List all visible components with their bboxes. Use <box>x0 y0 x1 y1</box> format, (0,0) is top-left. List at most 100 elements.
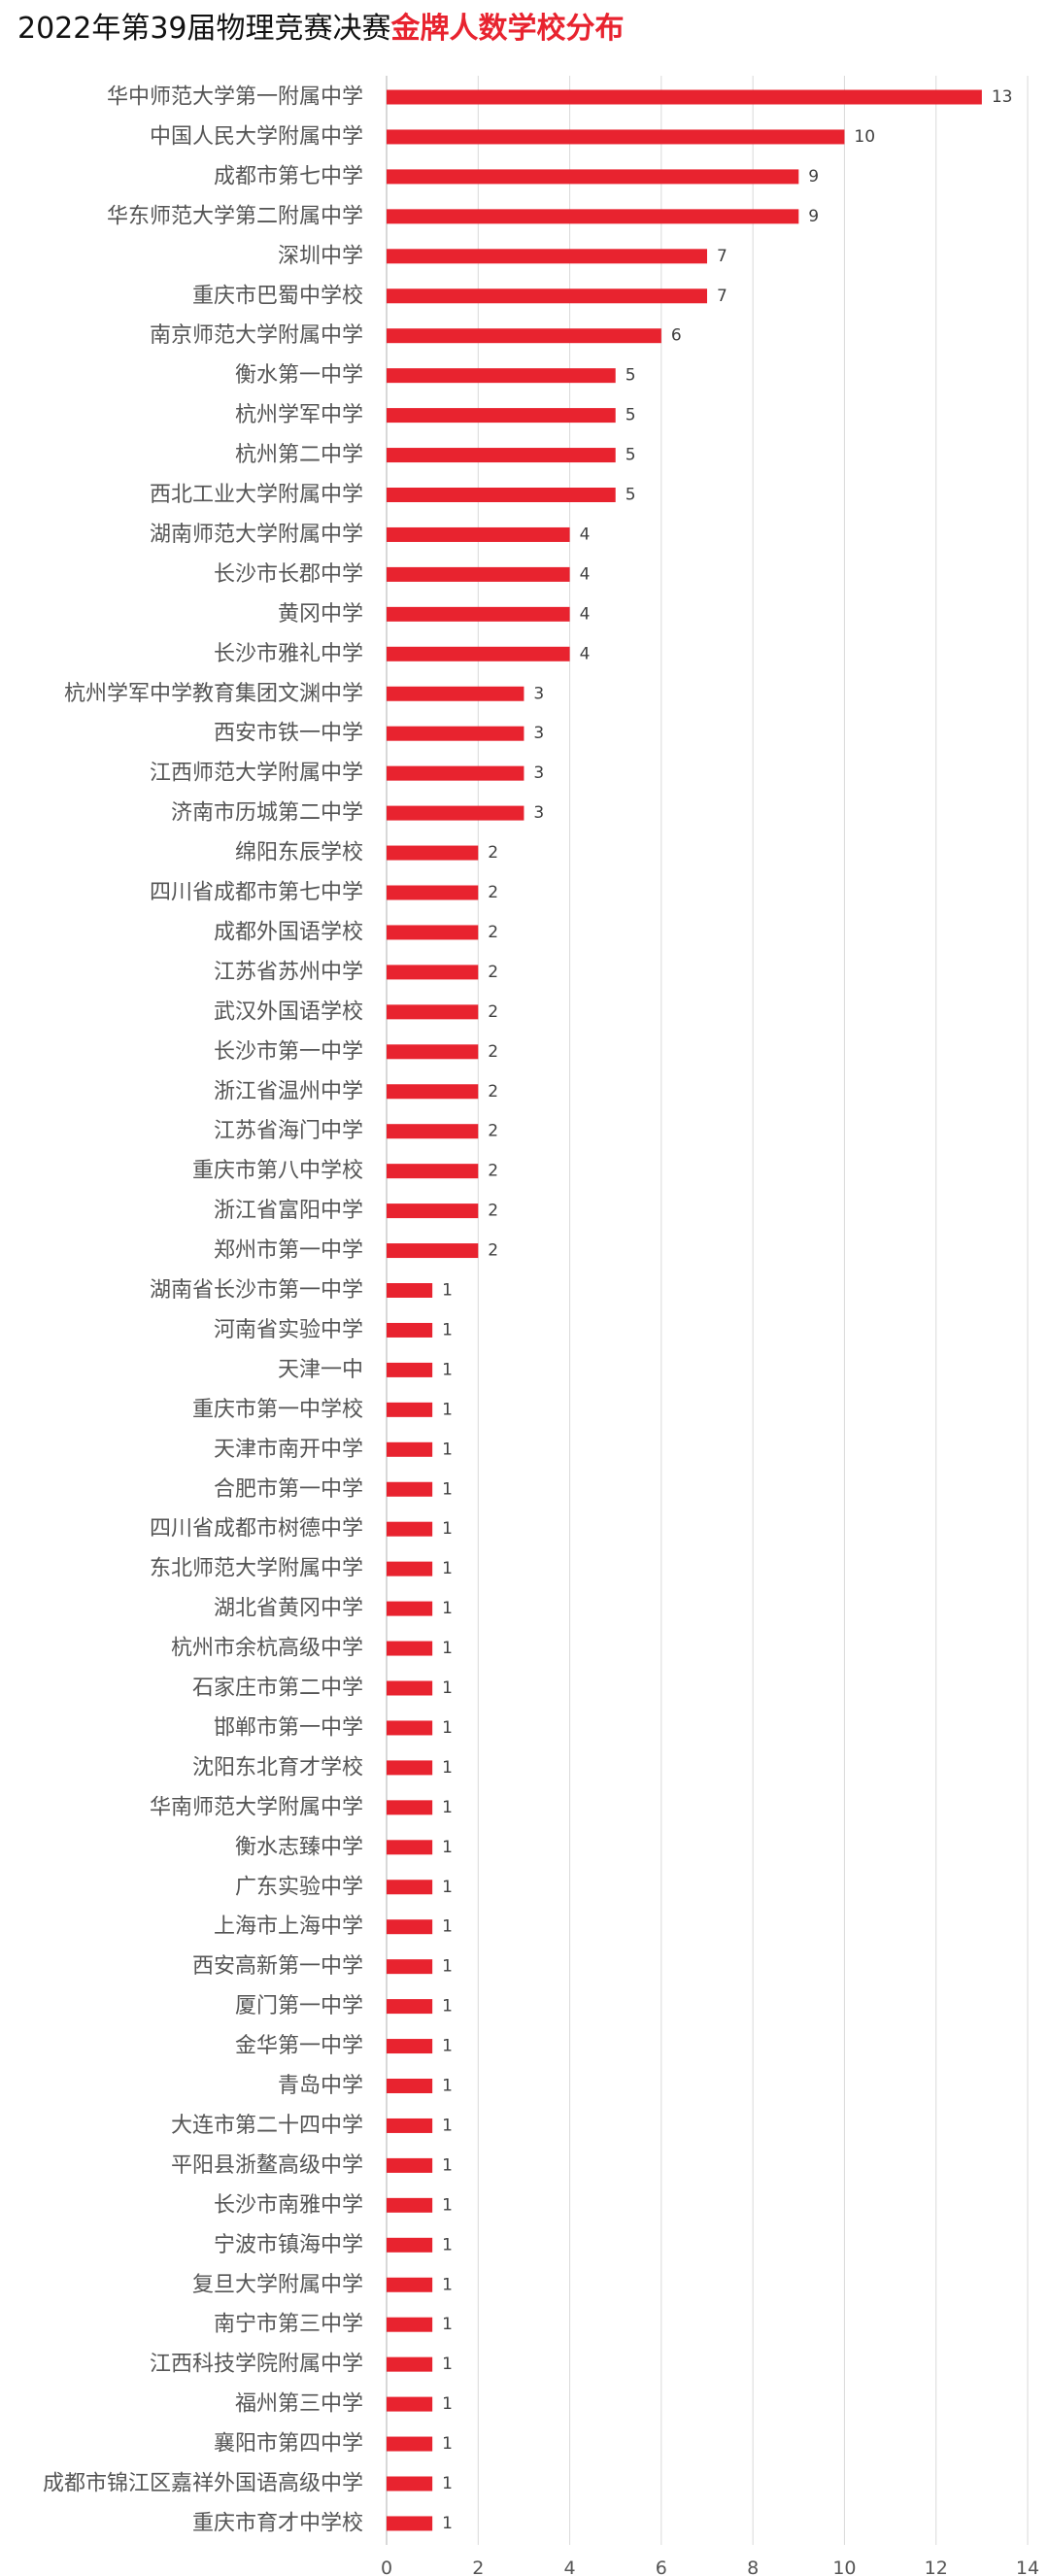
x-tick-label-2: 4 <box>564 2558 576 2576</box>
x-tick-label-6: 12 <box>925 2558 948 2576</box>
category-label-3: 华东师范大学第二附属中学 <box>107 204 363 228</box>
category-label-46: 上海市上海中学 <box>214 1915 363 1939</box>
data-label-18: 3 <box>533 803 544 823</box>
data-label-29: 2 <box>488 1241 498 1261</box>
category-label-35: 合肥市第一中学 <box>214 1477 363 1502</box>
x-tick-label-5: 10 <box>832 2558 856 2576</box>
data-label-39: 1 <box>442 1639 453 1658</box>
category-label-5: 重庆市巴蜀中学校 <box>192 284 363 308</box>
data-label-23: 2 <box>488 1002 498 1022</box>
data-label-34: 1 <box>442 1440 453 1459</box>
data-label-24: 2 <box>488 1042 498 1062</box>
data-label-53: 1 <box>442 2195 453 2215</box>
category-label-21: 成都外国语学校 <box>214 920 363 944</box>
bar-4 <box>387 249 707 264</box>
data-label-58: 1 <box>442 2394 453 2414</box>
bar-46 <box>387 1919 433 1935</box>
category-label-4: 深圳中学 <box>278 244 363 268</box>
category-label-58: 福州第三中学 <box>235 2392 363 2417</box>
data-label-14: 4 <box>580 644 591 663</box>
bar-35 <box>387 1481 433 1497</box>
bar-34 <box>387 1441 433 1457</box>
category-label-33: 重庆市第一中学校 <box>192 1398 363 1422</box>
data-label-15: 3 <box>533 684 544 703</box>
category-label-13: 黄冈中学 <box>278 602 363 627</box>
bar-10 <box>387 488 616 502</box>
data-label-5: 7 <box>717 287 728 306</box>
data-label-33: 1 <box>442 1400 453 1419</box>
category-label-14: 长沙市雅礼中学 <box>214 642 363 666</box>
bar-23 <box>387 1004 479 1020</box>
data-label-19: 2 <box>488 843 498 863</box>
data-label-13: 4 <box>580 604 591 624</box>
category-label-8: 杭州学军中学 <box>235 403 363 427</box>
category-label-45: 广东实验中学 <box>235 1875 363 1899</box>
bar-45 <box>387 1880 433 1895</box>
category-label-38: 湖北省黄冈中学 <box>214 1597 363 1621</box>
x-tick-label-3: 6 <box>656 2558 667 2576</box>
bar-39 <box>387 1641 433 1656</box>
bar-59 <box>387 2436 433 2452</box>
data-label-55: 1 <box>442 2275 453 2294</box>
data-label-41: 1 <box>442 1718 453 1738</box>
bar-54 <box>387 2237 433 2253</box>
category-label-30: 湖南省长沙市第一中学 <box>150 1278 363 1303</box>
category-label-47: 西安高新第一中学 <box>192 1954 363 1979</box>
data-label-49: 1 <box>442 2037 453 2056</box>
category-label-52: 平阳县浙鳌高级中学 <box>171 2153 363 2178</box>
bar-50 <box>387 2079 433 2093</box>
bar-3 <box>387 209 799 224</box>
bar-36 <box>387 1521 433 1537</box>
data-label-47: 1 <box>442 1957 453 1977</box>
bar-2 <box>387 169 799 185</box>
data-label-9: 5 <box>626 446 636 465</box>
category-label-17: 江西师范大学附属中学 <box>150 762 363 786</box>
category-label-18: 济南市历城第二中学 <box>171 801 363 826</box>
bar-22 <box>387 965 479 980</box>
bar-41 <box>387 1720 433 1736</box>
category-label-48: 厦门第一中学 <box>235 1994 363 2018</box>
category-label-16: 西安市铁一中学 <box>214 722 363 746</box>
bar-15 <box>387 686 524 701</box>
data-label-30: 1 <box>442 1281 453 1301</box>
category-label-53: 长沙市南雅中学 <box>214 2193 363 2218</box>
bar-9 <box>387 448 616 463</box>
data-label-20: 2 <box>488 883 498 902</box>
data-label-38: 1 <box>442 1599 453 1618</box>
bar-55 <box>387 2277 433 2292</box>
bar-20 <box>387 885 479 900</box>
data-label-31: 1 <box>442 1320 453 1339</box>
data-label-61: 1 <box>442 2514 453 2533</box>
category-label-1: 中国人民大学附属中学 <box>150 124 363 149</box>
data-label-57: 1 <box>442 2355 453 2374</box>
x-tick-label-4: 8 <box>747 2558 759 2576</box>
data-label-40: 1 <box>442 1678 453 1698</box>
bar-17 <box>387 765 524 781</box>
data-label-36: 1 <box>442 1519 453 1539</box>
data-label-60: 1 <box>442 2474 453 2493</box>
data-label-22: 2 <box>488 963 498 982</box>
category-label-32: 天津一中 <box>278 1358 363 1382</box>
bar-58 <box>387 2396 433 2412</box>
bar-29 <box>387 1243 479 1259</box>
category-label-60: 成都市锦江区嘉祥外国语高级中学 <box>43 2472 363 2496</box>
bar-1 <box>387 129 845 145</box>
bar-0 <box>387 89 982 105</box>
bar-47 <box>387 1959 433 1975</box>
category-label-51: 大连市第二十四中学 <box>171 2114 363 2138</box>
bar-43 <box>387 1800 433 1815</box>
chart-title-prefix: 2022年第39届物理竞赛决赛 <box>17 12 391 46</box>
data-label-45: 1 <box>442 1878 453 1897</box>
data-label-44: 1 <box>442 1838 453 1857</box>
bar-56 <box>387 2317 433 2332</box>
data-label-10: 5 <box>626 486 636 505</box>
category-label-7: 衡水第一中学 <box>235 363 363 388</box>
bar-61 <box>387 2516 433 2531</box>
category-label-0: 华中师范大学第一附属中学 <box>107 85 363 110</box>
category-label-2: 成都市第七中学 <box>214 164 363 188</box>
category-label-12: 长沙市长郡中学 <box>214 562 363 587</box>
data-label-46: 1 <box>442 1917 453 1937</box>
bar-53 <box>387 2197 433 2213</box>
bar-12 <box>387 566 570 582</box>
